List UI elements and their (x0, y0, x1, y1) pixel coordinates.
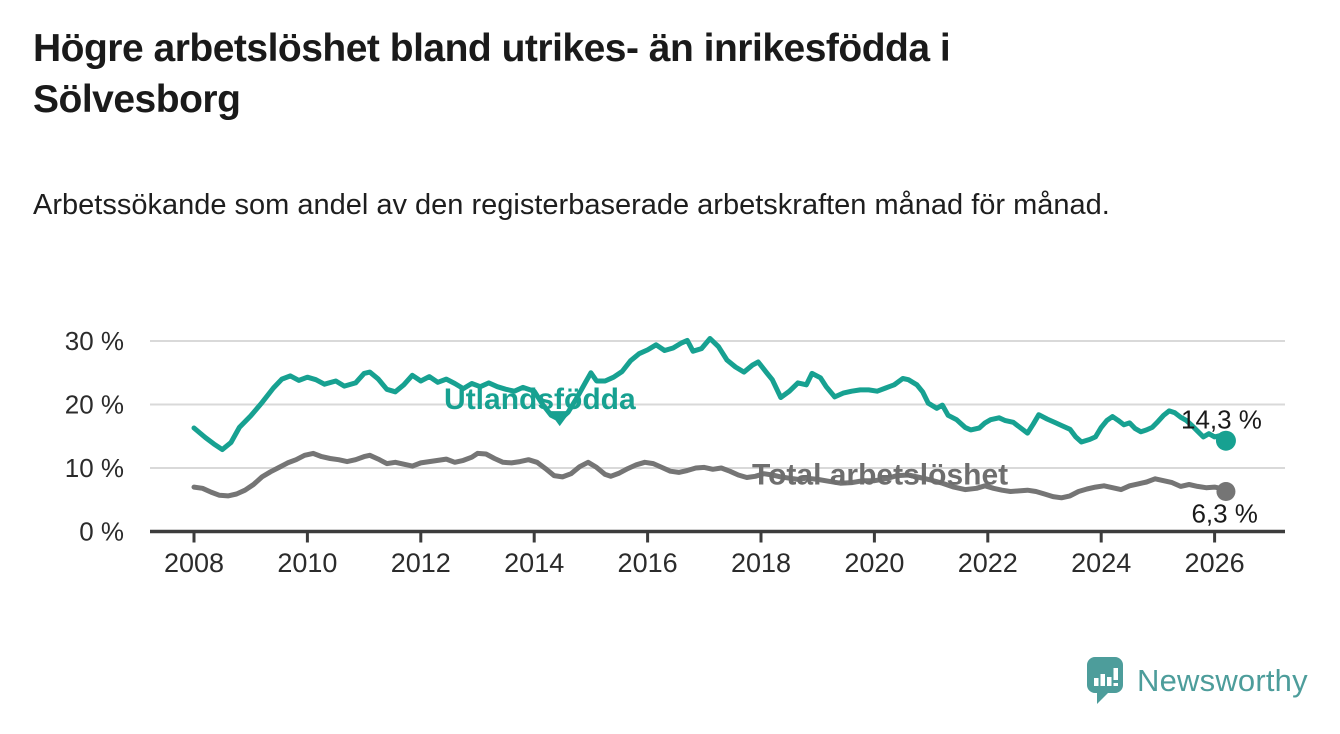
newsworthy-logo: Newsworthy (1086, 656, 1308, 705)
series-end-value-label: 14,3 % (1181, 405, 1262, 435)
series-inline-label: Utlandsfödda (444, 383, 636, 416)
x-axis-tick-label: 2008 (164, 548, 224, 578)
newsworthy-logo-icon (1087, 657, 1123, 704)
chart-title: Högre arbetslöshet bland utrikes- än inr… (33, 27, 951, 121)
x-axis-tick-label: 2014 (504, 548, 564, 578)
series-end-dot (1216, 481, 1236, 501)
y-axis-tick-label: 30 % (65, 326, 124, 356)
x-axis-tick-label: 2024 (1071, 548, 1131, 578)
series-end-value-label: 6,3 % (1191, 498, 1258, 528)
chart-subtitle: Arbetssökande som andel av den registerb… (33, 189, 1110, 221)
x-axis-tick-label: 2018 (731, 548, 791, 578)
x-axis-tick-label: 2012 (391, 548, 451, 578)
y-axis-tick-label: 20 % (65, 390, 124, 420)
y-axis-tick-label: 10 % (65, 453, 124, 483)
x-axis-tick-label: 2026 (1185, 548, 1245, 578)
y-axis-tick-label: 0 % (79, 517, 124, 547)
x-axis-tick-label: 2022 (958, 548, 1018, 578)
series-inline-label: Total arbetslöshet (752, 458, 1008, 491)
series-line-utlandsfodda (191, 336, 1229, 453)
bar-chart-glyph (1094, 668, 1118, 686)
series-end-dot (1215, 430, 1236, 451)
annotation-arrow-down (548, 411, 571, 427)
series-line-total (191, 450, 1229, 501)
newsworthy-logo-text: Newsworthy (1137, 662, 1308, 698)
x-axis-tick-label: 2020 (844, 548, 904, 578)
x-axis-tick-label: 2010 (277, 548, 337, 578)
x-axis-tick-label: 2016 (618, 548, 678, 578)
